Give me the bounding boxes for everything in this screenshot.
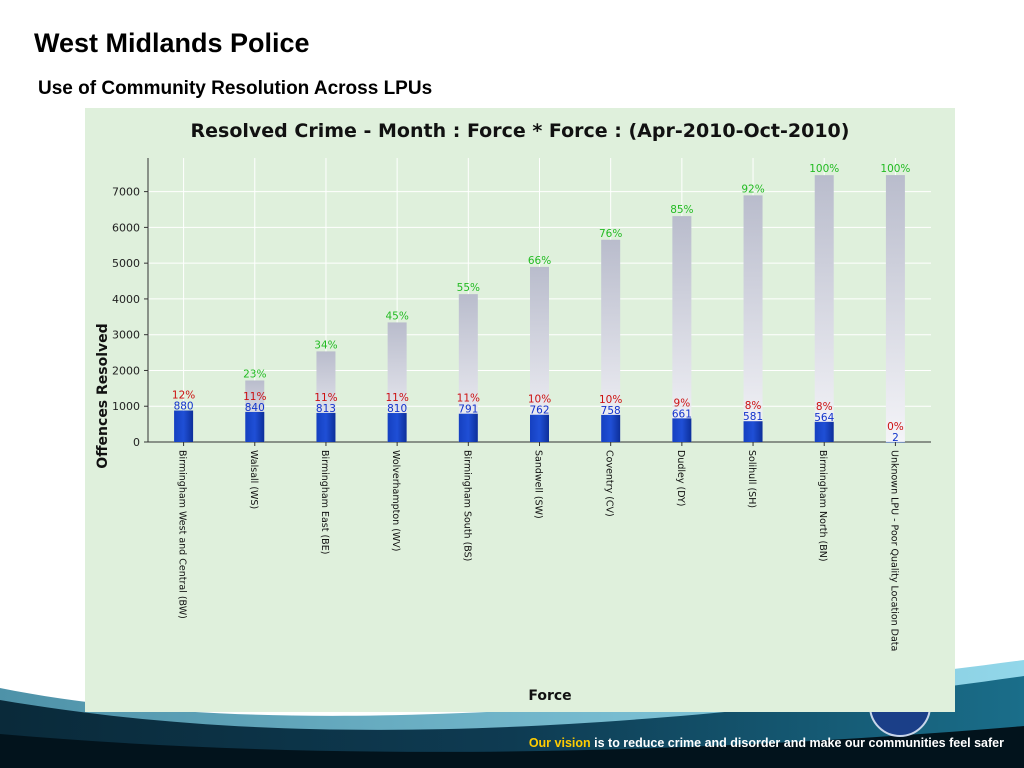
resolved-crime-chart: Resolved Crime - Month : Force * Force :…	[95, 120, 931, 704]
cumulative-bar	[743, 195, 763, 442]
value-bar	[458, 413, 478, 442]
cumulative-percent-label: 85%	[670, 204, 693, 216]
y-tick-label: 4000	[112, 293, 140, 306]
value-label: 762	[529, 405, 549, 417]
value-label: 791	[458, 404, 478, 416]
percent-label: 10%	[528, 394, 551, 406]
slide-subtitle: Use of Community Resolution Across LPUs	[38, 78, 433, 99]
y-tick-label: 2000	[112, 364, 140, 377]
value-label: 880	[174, 401, 194, 413]
footer-vision-rest: is to reduce crime and disorder and make…	[590, 736, 1004, 750]
cumulative-percent-label: 55%	[457, 282, 480, 294]
cumulative-bar	[885, 175, 905, 442]
x-category-label: Dudley (DY)	[675, 450, 686, 507]
x-category-label: Birmingham North (BN)	[817, 450, 828, 562]
cumulative-bar	[530, 266, 549, 442]
x-category-label: Unknown LPU - Poor Quality Location Data	[888, 450, 899, 651]
cumulative-bar	[601, 239, 621, 442]
cumulative-percent-label: 92%	[741, 183, 764, 195]
y-tick-label: 7000	[112, 186, 140, 199]
percent-label: 11%	[243, 391, 266, 403]
chart-title: Resolved Crime - Month : Force * Force :…	[191, 120, 850, 142]
cumulative-bar	[458, 294, 478, 442]
y-tick-label: 5000	[112, 257, 140, 270]
x-category-label: Coventry (CV)	[604, 450, 615, 517]
x-category-label: Wolverhampton (WV)	[390, 450, 401, 552]
value-label: 564	[814, 412, 834, 424]
slide-title: West Midlands Police	[34, 28, 310, 58]
percent-label: 9%	[674, 397, 691, 409]
value-label: 810	[387, 403, 407, 415]
cumulative-bar	[672, 216, 692, 442]
y-tick-label: 6000	[112, 221, 140, 234]
value-bar	[601, 414, 621, 442]
percent-label: 11%	[385, 392, 408, 404]
percent-label: 12%	[172, 390, 195, 402]
value-bar	[530, 414, 549, 442]
value-label: 2	[892, 432, 899, 444]
value-bar	[316, 412, 336, 442]
chart-panel: Resolved Crime - Month : Force * Force :…	[85, 108, 955, 712]
value-bar	[387, 413, 407, 442]
footer-vision-highlight: Our vision	[528, 736, 591, 750]
percent-label: 11%	[314, 392, 337, 404]
y-tick-label: 1000	[112, 400, 140, 413]
percent-label: 0%	[887, 421, 904, 433]
cumulative-percent-label: 34%	[314, 339, 337, 351]
percent-label: 8%	[745, 400, 762, 412]
value-label: 661	[672, 408, 692, 420]
cumulative-percent-label: 23%	[243, 368, 266, 380]
cumulative-percent-label: 45%	[385, 310, 408, 322]
x-category-label: Walsall (WS)	[248, 450, 259, 509]
percent-label: 8%	[816, 401, 833, 413]
cumulative-bar	[814, 175, 834, 442]
cumulative-percent-label: 100%	[809, 163, 839, 175]
value-label: 840	[245, 402, 265, 414]
x-category-label: Birmingham East (BE)	[319, 450, 330, 554]
percent-label: 10%	[599, 394, 622, 406]
cumulative-percent-label: 76%	[599, 228, 622, 240]
cumulative-percent-label: 66%	[528, 255, 551, 267]
y-tick-label: 3000	[112, 329, 140, 342]
value-bar	[245, 411, 265, 442]
footer-vision-text: Our vision is to reduce crime and disord…	[529, 736, 1004, 750]
value-label: 813	[316, 403, 336, 415]
value-label: 758	[601, 405, 621, 417]
cumulative-bar	[387, 322, 407, 442]
cumulative-percent-label: 100%	[880, 163, 910, 175]
x-category-label: Solihull (SH)	[746, 450, 757, 508]
value-bar	[672, 418, 692, 442]
value-bar	[743, 421, 763, 442]
value-label: 581	[743, 411, 763, 423]
x-category-label: Birmingham West and Central (BW)	[177, 450, 188, 619]
x-category-label: Sandwell (SW)	[533, 450, 544, 519]
x-axis-label: Force	[528, 688, 571, 704]
value-bar	[814, 421, 834, 442]
value-bar	[174, 410, 194, 442]
x-category-label: Birmingham South (BS)	[461, 450, 472, 561]
percent-label: 11%	[457, 393, 480, 405]
y-tick-label: 0	[133, 436, 140, 449]
y-axis-label: Offences Resolved	[95, 323, 111, 468]
